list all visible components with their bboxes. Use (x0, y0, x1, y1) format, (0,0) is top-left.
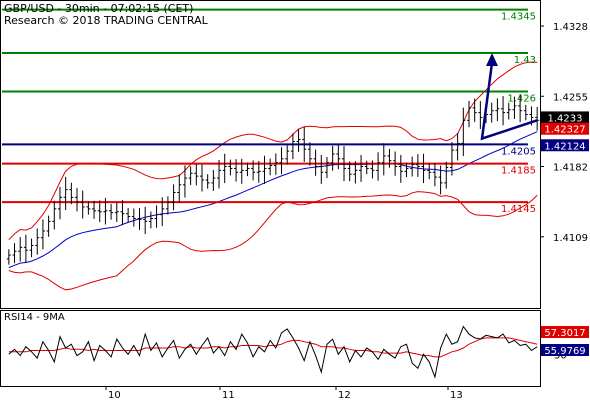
level-label-resistance: 1.4345 (501, 12, 536, 23)
forecast-arrow-line (480, 62, 538, 141)
chart-header-copyright: Research © 2018 TRADING CENTRAL (4, 14, 208, 27)
price-axis-label: 1.4255 (553, 92, 588, 103)
price-panel-frame (0, 0, 541, 309)
price-badge-red (541, 122, 589, 135)
rsi-panel-frame (0, 310, 541, 387)
date-axis-label: 13 (450, 390, 463, 400)
date-axis-label: 12 (338, 390, 351, 400)
price-axis-label: 1.4328 (553, 22, 588, 33)
level-label-resistance: 1.43 (514, 55, 536, 66)
level-label-support: 1.4145 (501, 204, 536, 215)
rsi-line (8, 325, 538, 379)
level-label-support: 1.4185 (501, 166, 536, 177)
forecast-arrow-head (486, 52, 498, 66)
date-axis-label: 10 (108, 390, 121, 400)
rsi-badge-blue (541, 344, 589, 356)
rsi-label: RSI14 - 9MA (4, 312, 65, 323)
price-badge-label-blue: 1.42124 (544, 141, 585, 152)
price-badge-label-price: 1.4233 (548, 113, 583, 124)
rsi-badge-label-red: 57.3017 (544, 328, 585, 339)
price-badge-price (541, 111, 589, 124)
date-axis-label: 11 (222, 390, 235, 400)
level-label-resistance: 1.426 (507, 93, 536, 104)
price-axis-label: 1.4182 (553, 163, 588, 174)
rsi-badge-label-blue: 55.9769 (544, 346, 585, 357)
rsi-ma-line (8, 337, 538, 358)
price-axis-label: 1.4109 (553, 233, 588, 244)
price-badge-label-red: 1.42327 (544, 125, 585, 136)
price-badge-blue (541, 139, 589, 152)
rsi-badge-red (541, 326, 589, 338)
moving-average-line (8, 131, 538, 269)
chart-header-instrument: GBP/USD - 30min - 07:02:15 (CET) (4, 2, 194, 15)
level-label-pivot: 1.4205 (501, 146, 536, 157)
bollinger-lower-band (8, 191, 538, 291)
